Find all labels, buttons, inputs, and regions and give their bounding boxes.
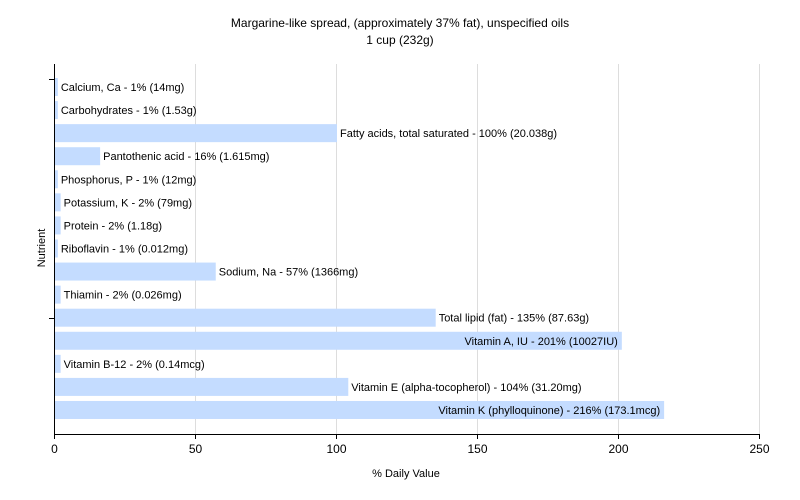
y-axis-title: Nutrient bbox=[36, 229, 48, 268]
bar-label: Thiamin - 2% (0.026mg) bbox=[64, 290, 182, 302]
axes bbox=[49, 64, 760, 435]
bar bbox=[55, 285, 61, 304]
bar-label: Carbohydrates - 1% (1.53g) bbox=[61, 105, 197, 117]
bar bbox=[55, 101, 58, 120]
bar bbox=[55, 216, 61, 235]
bar-label: Sodium, Na - 57% (1366mg) bbox=[219, 267, 358, 279]
bar bbox=[55, 170, 58, 189]
bar-label: Vitamin A, IU - 201% (10027IU) bbox=[465, 336, 618, 348]
bar bbox=[55, 354, 61, 373]
x-tick-label: 50 bbox=[189, 442, 203, 456]
bar-label: Total lipid (fat) - 135% (87.63g) bbox=[439, 313, 589, 325]
bar-label: Protein - 2% (1.18g) bbox=[64, 220, 162, 232]
bar-label: Phosphorus, P - 1% (12mg) bbox=[61, 174, 197, 186]
bar-label: Pantothenic acid - 16% (1.615mg) bbox=[103, 151, 269, 163]
bar-labels: Calcium, Ca - 1% (14mg) Carbohydrates - 1… bbox=[61, 82, 660, 417]
bar bbox=[55, 147, 101, 166]
bar bbox=[55, 262, 216, 281]
bar-label: Vitamin K (phylloquinone) - 216% (173.1m… bbox=[438, 405, 660, 417]
bar-label: Potassium, K - 2% (79mg) bbox=[64, 197, 192, 209]
x-axis-title: % Daily Value bbox=[372, 468, 440, 480]
bar bbox=[55, 239, 58, 258]
x-tick-label: 200 bbox=[608, 442, 628, 456]
bar bbox=[55, 78, 58, 96]
bar bbox=[55, 331, 622, 350]
bar-label: Vitamin E (alpha-tocopherol) - 104% (31.… bbox=[351, 382, 581, 394]
bar-label: Calcium, Ca - 1% (14mg) bbox=[61, 82, 184, 94]
bars bbox=[55, 78, 665, 419]
bar-label: Fatty acids, total saturated - 100% (20.… bbox=[340, 128, 557, 140]
x-tick-label: 150 bbox=[467, 442, 487, 456]
bar-label: Vitamin B-12 - 2% (0.14mcg) bbox=[64, 359, 205, 371]
chart-title: Margarine-like spread, (approximately 37… bbox=[231, 16, 569, 30]
bar bbox=[55, 193, 61, 212]
x-ticks: 0 50 100 150 200 250 bbox=[51, 434, 770, 456]
bar bbox=[55, 308, 436, 327]
x-tick-label: 250 bbox=[749, 442, 769, 456]
bar bbox=[55, 400, 665, 419]
x-tick-label: 0 bbox=[51, 442, 58, 456]
bar bbox=[55, 124, 337, 143]
x-tick-label: 100 bbox=[326, 442, 346, 456]
chart-subtitle: 1 cup (232g) bbox=[366, 33, 433, 47]
bar-label: Riboflavin - 1% (0.012mg) bbox=[61, 243, 188, 255]
bar bbox=[55, 377, 349, 396]
